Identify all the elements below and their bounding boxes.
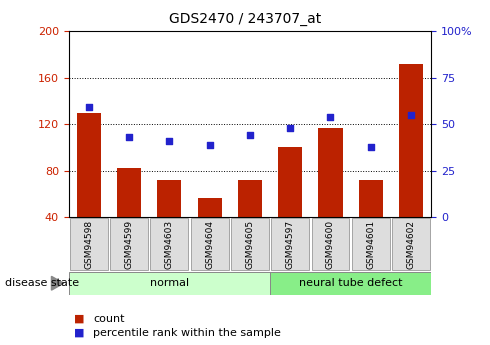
Bar — [278, 148, 302, 217]
Point — [206, 142, 214, 147]
Bar — [76, 112, 101, 217]
Text: percentile rank within the sample: percentile rank within the sample — [93, 328, 281, 338]
Text: ■: ■ — [74, 314, 84, 324]
Bar — [231, 218, 269, 270]
Bar — [191, 218, 228, 270]
Text: GSM94598: GSM94598 — [84, 220, 93, 269]
Point — [367, 144, 375, 149]
Point — [326, 114, 334, 119]
Point — [125, 135, 133, 140]
Bar — [110, 218, 148, 270]
Point — [407, 112, 415, 118]
Bar — [157, 180, 181, 217]
Text: GSM94603: GSM94603 — [165, 220, 174, 269]
Bar — [352, 218, 390, 270]
Text: disease state: disease state — [5, 278, 79, 288]
Bar — [392, 218, 430, 270]
Bar — [150, 218, 188, 270]
Text: GDS2470 / 243707_at: GDS2470 / 243707_at — [169, 12, 321, 26]
Bar — [70, 218, 108, 270]
Text: GSM94601: GSM94601 — [366, 220, 375, 269]
Text: count: count — [93, 314, 124, 324]
Text: normal: normal — [150, 278, 189, 288]
Point — [166, 138, 173, 144]
Bar — [271, 218, 309, 270]
Text: GSM94597: GSM94597 — [286, 220, 294, 269]
Text: ■: ■ — [74, 328, 84, 338]
Text: GSM94602: GSM94602 — [407, 220, 416, 269]
Text: GSM94604: GSM94604 — [205, 220, 214, 269]
Bar — [117, 168, 141, 217]
Bar — [399, 63, 423, 217]
Bar — [197, 198, 221, 217]
Point — [246, 132, 254, 138]
Text: neural tube defect: neural tube defect — [299, 278, 402, 288]
Text: GSM94605: GSM94605 — [245, 220, 254, 269]
Bar — [238, 180, 262, 217]
Point — [85, 105, 93, 110]
Text: GSM94600: GSM94600 — [326, 220, 335, 269]
Point — [286, 125, 294, 131]
Bar — [359, 180, 383, 217]
Bar — [69, 272, 270, 295]
Text: GSM94599: GSM94599 — [124, 220, 134, 269]
Bar — [270, 272, 431, 295]
Bar — [318, 128, 343, 217]
Bar — [312, 218, 349, 270]
